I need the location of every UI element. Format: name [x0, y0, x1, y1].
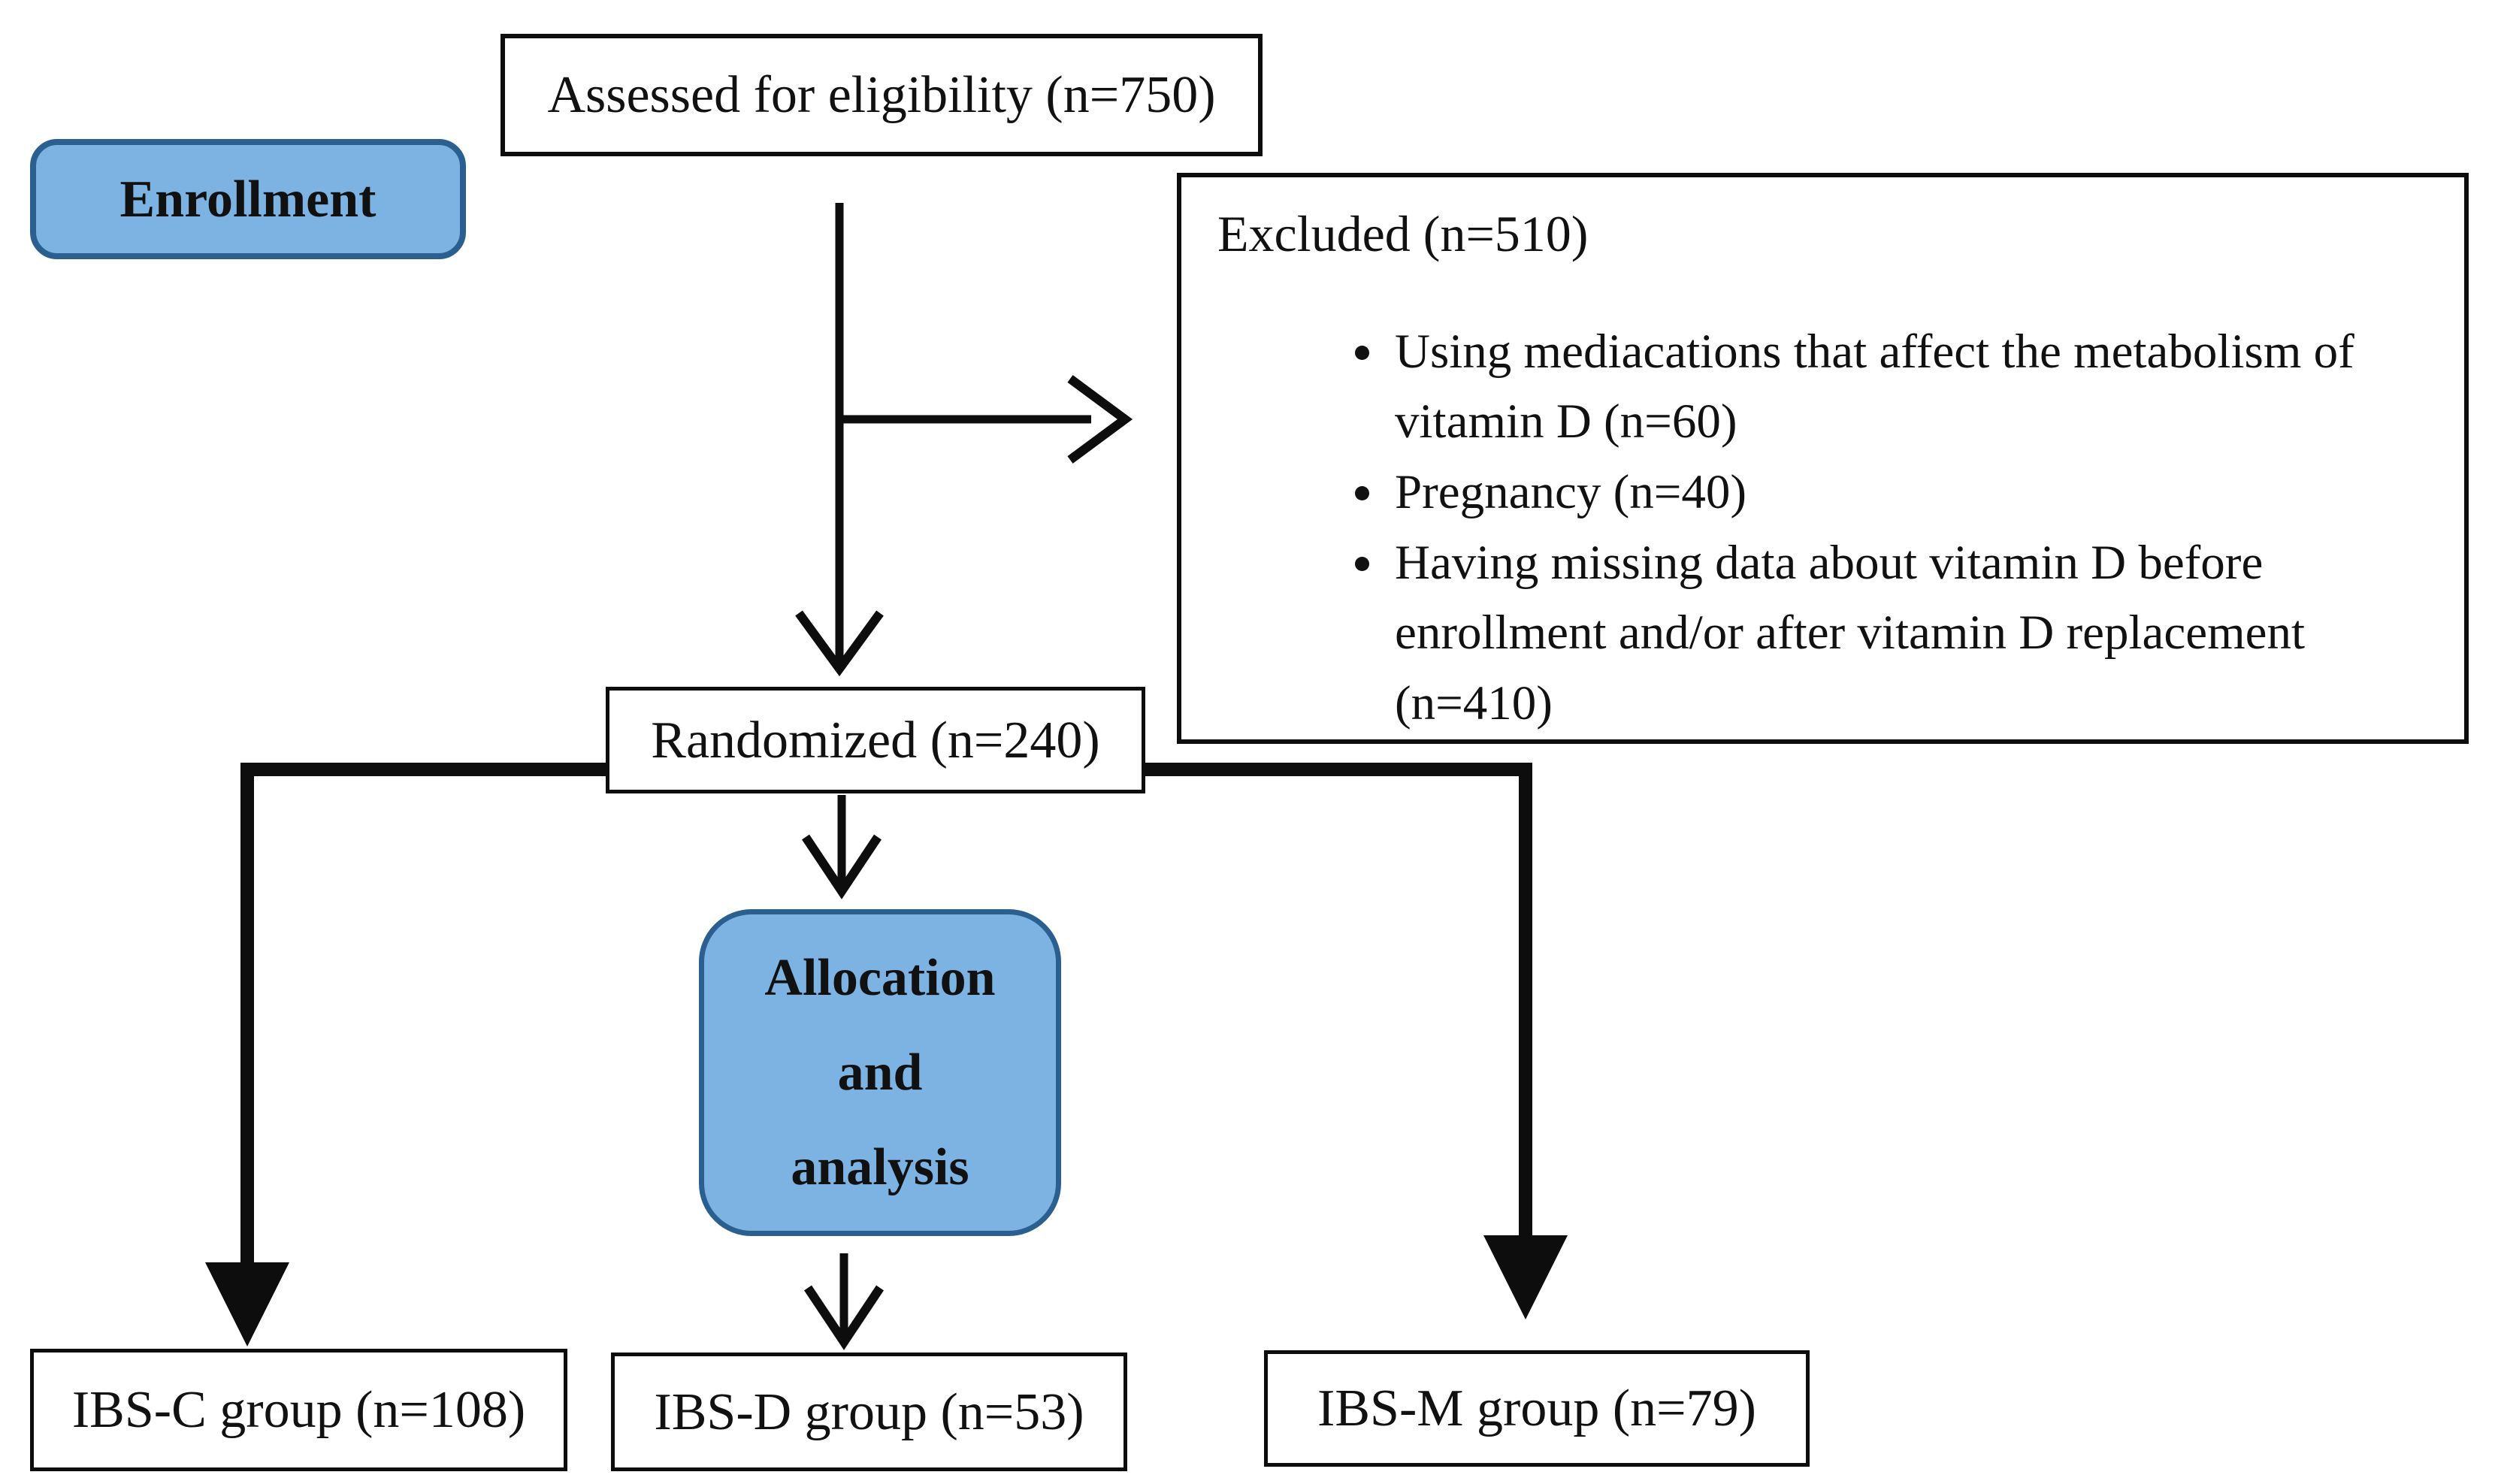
excluded-reason-item: Pregnancy (n=40)	[1389, 458, 2433, 528]
arrow-assessed-to-randomized	[795, 203, 884, 677]
ibs-m-group-label: IBS-M group (n=79)	[1317, 1380, 1756, 1437]
enrollment-stage-label: Enrollment	[119, 170, 377, 228]
enrollment-stage-box: Enrollment	[30, 139, 466, 259]
allocation-stage-box: Allocation and analysis	[699, 909, 1061, 1236]
excluded-box: Excluded (n=510) Using mediacations that…	[1177, 173, 2469, 744]
assessed-eligibility-label: Assessed for eligibility (n=750)	[547, 66, 1216, 124]
arrow-to-excluded	[836, 375, 1133, 464]
right-arrowhead	[1483, 1235, 1568, 1319]
excluded-reason-item: Having missing data about vitamin D befo…	[1389, 528, 2433, 739]
ibs-d-group-box: IBS-D group (n=53)	[611, 1353, 1127, 1471]
ibs-d-group-label: IBS-D group (n=53)	[654, 1383, 1084, 1441]
allocation-line-3: analysis	[791, 1138, 969, 1196]
arrow-randomized-to-allocation	[802, 795, 882, 899]
ibs-c-group-label: IBS-C group (n=108)	[71, 1381, 526, 1439]
excluded-reasons-list: Using mediacations that affect the metab…	[1181, 317, 2464, 739]
excluded-title: Excluded (n=510)	[1217, 205, 1589, 262]
excluded-reason-item: Using mediacations that affect the metab…	[1389, 317, 2433, 458]
allocation-line-1: Allocation	[764, 948, 996, 1007]
randomized-box: Randomized (n=240)	[606, 687, 1145, 793]
allocation-line-2: and	[837, 1043, 923, 1102]
left-arrowhead	[205, 1262, 289, 1346]
randomized-label: Randomized (n=240)	[651, 711, 1100, 769]
assessed-eligibility-box: Assessed for eligibility (n=750)	[501, 34, 1263, 156]
arrow-allocation-to-ibsd	[804, 1253, 884, 1350]
ibs-m-group-box: IBS-M group (n=79)	[1264, 1350, 1810, 1467]
ibs-c-group-box: IBS-C group (n=108)	[30, 1349, 567, 1471]
